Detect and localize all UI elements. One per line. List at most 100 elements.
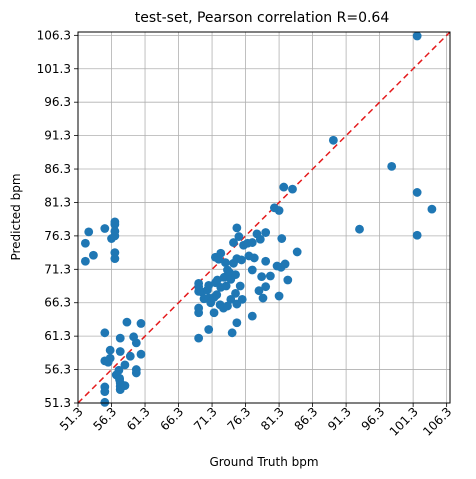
data-point xyxy=(131,365,141,374)
data-point xyxy=(223,301,232,311)
y-tick-label: 71.3 xyxy=(44,262,71,276)
data-point xyxy=(288,184,297,194)
data-point xyxy=(194,278,204,288)
data-point xyxy=(274,291,284,301)
data-point xyxy=(232,318,242,328)
y-tick-label: 81.3 xyxy=(44,195,71,209)
reference-line-group xyxy=(77,31,451,404)
data-point xyxy=(209,308,219,318)
y-axis-label: Predicted bpm xyxy=(9,173,23,260)
data-point xyxy=(105,345,115,355)
x-tick-label: 81.3 xyxy=(258,405,287,434)
data-point xyxy=(237,294,247,304)
y-tick-label: 76.3 xyxy=(44,229,71,243)
data-point xyxy=(254,286,264,296)
data-point xyxy=(100,224,110,233)
data-point xyxy=(114,365,124,375)
x-tick-label: 71.3 xyxy=(191,405,220,434)
y-tick-label: 106.3 xyxy=(37,28,71,42)
data-point xyxy=(249,253,259,263)
data-point xyxy=(274,206,284,215)
data-point xyxy=(194,303,204,313)
x-tick-label: 76.3 xyxy=(225,405,254,434)
y-tick-label: 51.3 xyxy=(44,396,71,410)
data-point xyxy=(120,360,130,370)
data-point xyxy=(131,338,141,348)
data-point xyxy=(80,238,90,248)
y-tick-label: 56.3 xyxy=(44,363,71,377)
data-point xyxy=(235,281,245,291)
data-point xyxy=(277,234,287,243)
x-tick-label: 101.3 xyxy=(387,405,421,439)
data-point xyxy=(226,294,236,304)
data-point xyxy=(115,347,125,356)
data-point xyxy=(265,271,275,281)
x-tick-label: 91.3 xyxy=(325,405,354,434)
data-point xyxy=(212,290,222,300)
data-point xyxy=(221,281,231,291)
data-point xyxy=(110,226,120,236)
data-point xyxy=(125,351,135,361)
data-point xyxy=(89,250,98,260)
data-point xyxy=(110,254,120,264)
data-point xyxy=(247,265,257,275)
x-tick-label: 106.3 xyxy=(420,405,454,439)
data-point xyxy=(292,247,302,257)
data-point xyxy=(261,256,271,266)
data-point xyxy=(280,259,290,269)
data-point xyxy=(257,272,267,282)
data-point xyxy=(247,311,257,321)
data-point xyxy=(412,31,422,41)
data-point xyxy=(80,256,90,266)
y-tick-label: 101.3 xyxy=(37,62,71,76)
data-point xyxy=(122,317,132,327)
data-point xyxy=(255,234,265,244)
identity-reference-line xyxy=(77,31,451,404)
data-point xyxy=(412,230,422,240)
data-point xyxy=(261,228,271,237)
y-tick-label: 66.3 xyxy=(44,296,71,310)
data-point xyxy=(283,275,293,285)
data-point xyxy=(355,224,364,234)
x-tick-label: 61.3 xyxy=(124,405,153,434)
data-point xyxy=(227,328,237,338)
data-point xyxy=(110,248,120,257)
x-tick-label: 66.3 xyxy=(158,405,187,434)
data-point xyxy=(231,288,240,298)
data-point xyxy=(427,204,437,214)
x-axis-label: Ground Truth bpm xyxy=(209,455,318,469)
plot-frame xyxy=(77,31,451,404)
y-tick-label: 86.3 xyxy=(44,162,71,176)
data-point xyxy=(232,223,242,233)
data-point xyxy=(84,227,94,237)
y-tick-label: 61.3 xyxy=(44,329,71,343)
data-point xyxy=(279,182,289,192)
x-tick-label: 86.3 xyxy=(292,405,321,434)
data-point xyxy=(387,161,397,171)
data-point xyxy=(204,280,214,290)
data-point xyxy=(194,333,204,343)
chart-title: test-set, Pearson correlation R=0.64 xyxy=(135,10,390,26)
data-point xyxy=(237,255,246,265)
data-point xyxy=(136,319,146,328)
data-point xyxy=(234,232,244,241)
x-tick-label: 56.3 xyxy=(90,405,119,434)
y-tick-label: 96.3 xyxy=(44,95,71,109)
y-axis-ticks: 51.3 56.3 61.3 66.3 71.3 76.3 81.3 86.3 91.3 96.3… xyxy=(37,28,78,410)
data-point xyxy=(110,217,120,227)
x-axis-ticks: 51.3 56.3 61.3 66.3 71.3 76.3 81.3 86.3 91.3 96.3… xyxy=(57,403,454,439)
data-point xyxy=(136,349,146,359)
data-point xyxy=(412,188,422,197)
data-point xyxy=(105,353,115,363)
data-point xyxy=(100,397,110,407)
data-point xyxy=(247,238,257,247)
data-point xyxy=(258,293,268,303)
data-point xyxy=(120,381,130,391)
x-tick-label: 96.3 xyxy=(359,405,388,434)
data-point xyxy=(229,238,238,247)
data-point xyxy=(261,282,271,292)
data-point xyxy=(213,275,222,285)
data-point xyxy=(100,328,110,338)
y-tick-label: 91.3 xyxy=(44,129,71,143)
